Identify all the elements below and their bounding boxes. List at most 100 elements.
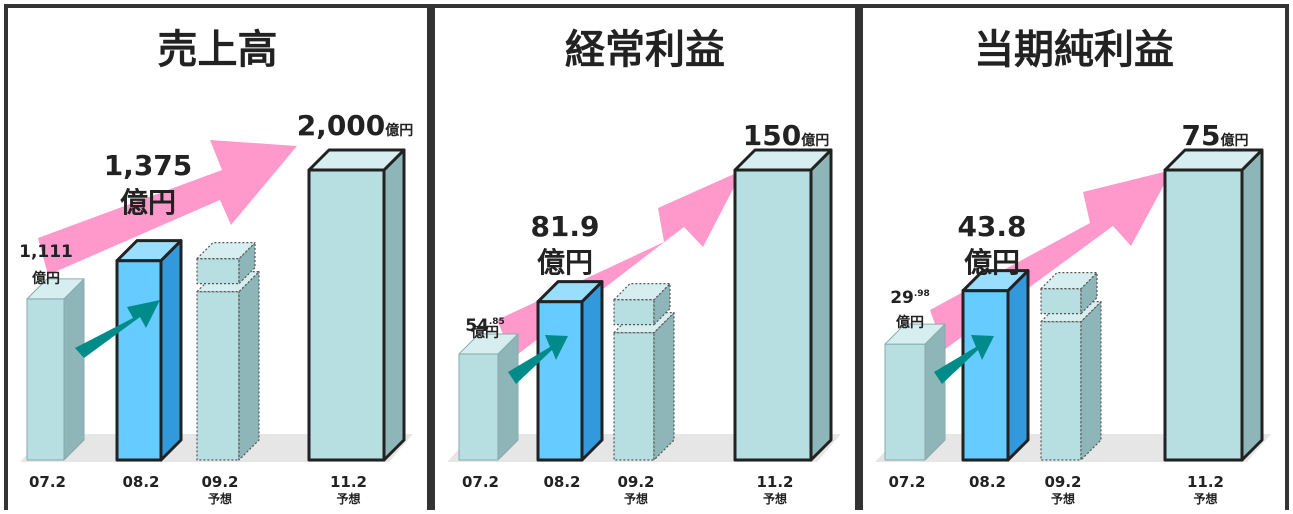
trend-arrow <box>934 335 994 384</box>
placeholder-lower-face <box>1040 321 1082 461</box>
placeholder-lower-side <box>238 271 260 461</box>
placeholder-lower-face <box>613 332 655 461</box>
label-bar-1-unit: 億円 <box>120 186 176 219</box>
label-bar-0-value-sup: .98 <box>914 289 930 299</box>
x-tick-label: 08.2 <box>969 473 1006 491</box>
placeholder-upper-face <box>613 299 655 326</box>
x-tick-label: 11.2 <box>330 473 367 491</box>
x-tick-label: 11.2 <box>1187 473 1224 491</box>
bar-11-2 <box>307 148 406 462</box>
placeholder-lower <box>196 271 260 461</box>
bar-08-2-top <box>115 239 183 263</box>
x-tick-label: 09.2 <box>617 473 654 491</box>
label-bar-3-unit: 億円 <box>385 122 413 139</box>
label-bar-3-unit: 億円 <box>1220 132 1248 149</box>
label-bar-0-unit: 億円 <box>471 324 499 341</box>
label-bar-3-value: 150億円 <box>743 119 829 152</box>
x-tick-sublabel: 予想 <box>208 491 232 506</box>
label-bar-0-value: 29.98 <box>890 288 930 308</box>
bar-08-2 <box>115 239 183 462</box>
bar-08-2-face <box>536 300 584 462</box>
bar-07-2 <box>26 278 85 461</box>
bar-07-2-face <box>884 343 926 461</box>
x-tick-label: 07.2 <box>462 473 499 491</box>
label-bar-3-value: 75億円 <box>1182 119 1249 152</box>
bar-11-2-top <box>1163 148 1264 172</box>
bar-07-2-top <box>884 323 946 345</box>
bar-07-2 <box>458 333 519 461</box>
label-bar-3-value-main: 75 <box>1182 119 1221 152</box>
label-bar-1-value-main: 1,375 <box>104 149 193 182</box>
trend-arrow <box>508 335 568 384</box>
bar-07-2-side <box>924 323 946 461</box>
label-bar-3-value-main: 150 <box>743 119 801 152</box>
label-bar-3-value: 2,000億円 <box>297 109 414 142</box>
label-bar-1-value: 81.9 <box>530 210 599 243</box>
x-tick-sublabel: 予想 <box>624 491 648 506</box>
placeholder-lower <box>1040 301 1102 461</box>
placeholder-upper-face <box>1040 288 1082 315</box>
x-tick-label: 08.2 <box>122 473 159 491</box>
bar-forecast-placeholder <box>613 283 675 461</box>
bar-11-2-top <box>733 148 833 172</box>
trend-arrow <box>75 300 160 358</box>
label-bar-3-unit: 億円 <box>801 132 829 149</box>
label-bar-1-value-main: 43.8 <box>957 210 1026 243</box>
chart-title: 当期純利益 <box>974 27 1174 73</box>
label-bar-1-value: 1,375 <box>104 149 193 182</box>
bar-08-2-side <box>1006 269 1030 462</box>
bar-11-2 <box>1163 148 1264 462</box>
bar-08-2-side <box>159 239 183 462</box>
x-tick-label: 11.2 <box>756 473 793 491</box>
placeholder-lower-side <box>1080 301 1102 461</box>
bar-11-2-side <box>1240 148 1264 462</box>
label-bar-1-unit: 億円 <box>964 246 1020 279</box>
placeholder-upper-side <box>1080 272 1098 315</box>
placeholder-lower-side <box>653 312 675 461</box>
x-tick-label: 09.2 <box>201 473 238 491</box>
bar-08-2-face <box>961 289 1010 462</box>
bar-08-2-side <box>580 280 604 462</box>
chart-title: 経常利益 <box>565 27 725 73</box>
placeholder-upper-side <box>653 283 671 326</box>
label-bar-0-value-main: 1,111 <box>19 242 73 262</box>
label-bar-1-value: 43.8 <box>957 210 1026 243</box>
bar-11-2-face <box>307 168 386 462</box>
label-bar-0-value-sup: .85 <box>489 317 505 327</box>
bar-07-2-side <box>497 333 519 461</box>
x-tick-label: 07.2 <box>29 473 66 491</box>
label-bar-0-value-main: 29 <box>890 288 914 308</box>
label-bar-0-value: 1,111 <box>19 242 73 262</box>
label-bar-1-value-main: 81.9 <box>530 210 599 243</box>
x-tick-label: 07.2 <box>888 473 925 491</box>
bar-08-2 <box>536 280 604 462</box>
bar-07-2-face <box>458 353 499 461</box>
x-tick-label: 09.2 <box>1044 473 1081 491</box>
placeholder-lower-face <box>196 291 240 461</box>
x-tick-sublabel: 予想 <box>1051 491 1075 506</box>
bar-forecast-placeholder <box>1040 272 1102 461</box>
bar-07-2-top <box>26 278 85 300</box>
bar-11-2-side <box>809 148 833 462</box>
x-tick-sublabel: 予想 <box>1193 491 1217 506</box>
bar-07-2-top <box>458 333 519 355</box>
label-bar-0-value: 54.85 <box>465 316 505 336</box>
label-bar-3-value-main: 2,000 <box>297 109 386 142</box>
label-bar-0-unit: 億円 <box>896 314 924 331</box>
bar-11-2-face <box>733 168 813 462</box>
placeholder-upper-top <box>613 283 671 301</box>
bar-08-2 <box>961 269 1030 462</box>
bar-forecast-placeholder <box>196 242 260 461</box>
growth-arrow <box>38 140 297 275</box>
placeholder-upper-side <box>238 242 256 285</box>
bar-11-2-face <box>1163 168 1244 462</box>
placeholder-lower <box>613 312 675 461</box>
chart-title: 売上高 <box>158 27 278 73</box>
bar-07-2 <box>884 323 946 461</box>
bar-07-2-side <box>63 278 85 461</box>
